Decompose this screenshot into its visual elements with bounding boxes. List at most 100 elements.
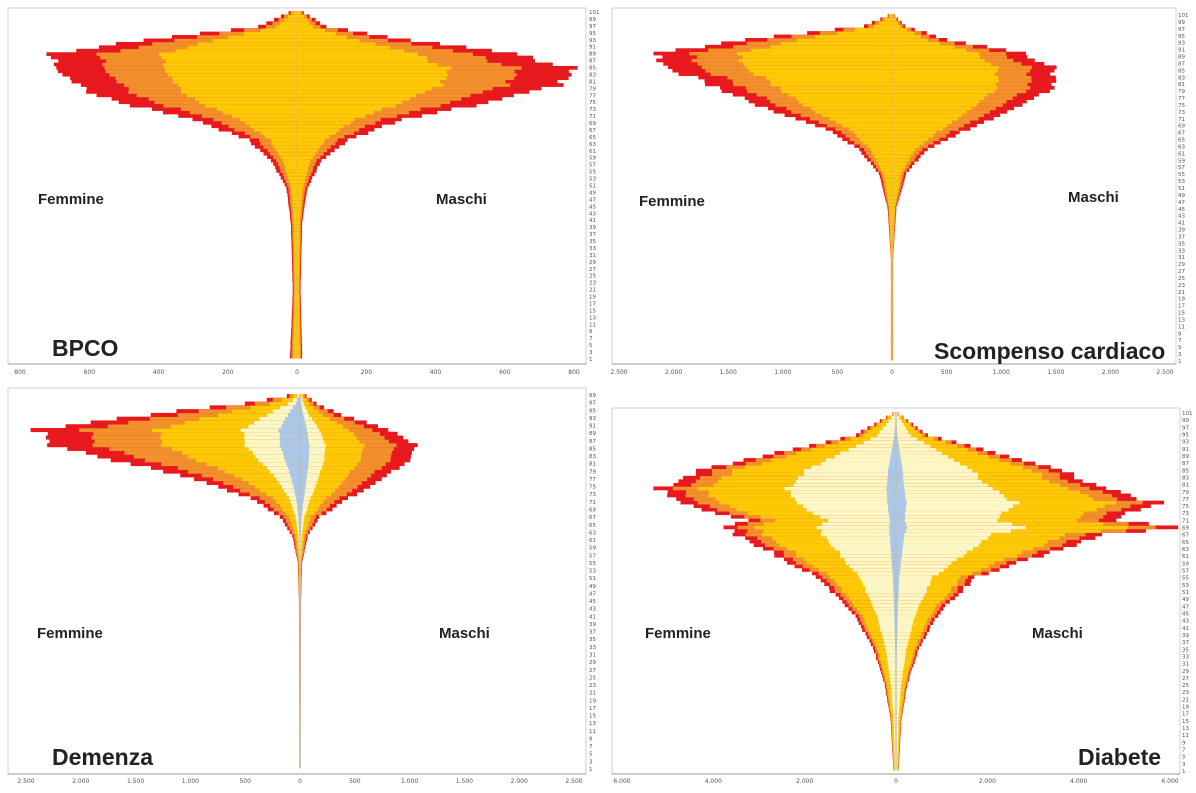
bar-male-age-70-level-4 [896, 521, 1013, 526]
bar-male-age-38-level-4 [896, 635, 910, 640]
bar-female-age-33-level-3 [890, 246, 892, 251]
age-tick-label: 77 [1182, 497, 1189, 503]
bar-male-age-55-level-5 [896, 575, 900, 579]
bar-male-age-81-level-4 [896, 482, 989, 487]
bar-female-age-80-level-4 [267, 465, 300, 470]
bar-female-age-93-level-4 [863, 440, 896, 445]
age-tick-label: 7 [589, 336, 593, 342]
bar-female-age-17-level-4 [892, 709, 896, 714]
age-tick-label: 85 [589, 446, 596, 452]
bar-female-age-65-level-4 [296, 522, 300, 527]
bar-female-age-43-level-3 [292, 210, 297, 215]
bar-male-age-84-level-3 [892, 72, 995, 76]
bar-female-age-66-level-3 [261, 131, 297, 135]
pyramid-bars [46, 11, 578, 359]
bar-male-age-67-level-3 [297, 127, 340, 132]
age-tick-label: 9 [1182, 740, 1186, 746]
bar-female-age-54-level-5 [892, 578, 896, 583]
bar-female-age-51-level-4 [865, 589, 896, 594]
bar-male-age-27-level-4 [896, 674, 903, 679]
bar-male-age-9-level-4 [896, 738, 898, 742]
bar-male-age-74-level-3 [297, 103, 396, 108]
bar-male-age-78-level-3 [892, 92, 988, 97]
bar-male-age-59-level-3 [297, 155, 314, 160]
bar-female-age-91-level-3 [188, 45, 297, 50]
bar-female-age-50-level-5 [893, 592, 896, 597]
bar-male-age-22-level-3 [892, 284, 893, 289]
bar-female-age-82-level-3 [770, 79, 892, 83]
bar-female-age-96-level-3 [260, 28, 297, 32]
bar-male-age-97-level-3 [892, 27, 907, 32]
bar-female-age-75-level-4 [282, 484, 300, 489]
bar-male-age-30-level-3 [892, 257, 893, 261]
bar-male-age-24-level-4 [896, 684, 902, 689]
age-tick-label: 99 [1182, 418, 1189, 424]
bar-male-age-62-level-4 [300, 533, 302, 538]
bar-male-age-96-level-3 [892, 31, 915, 35]
bar-male-age-86-level-5 [300, 443, 310, 448]
bar-female-age-41-level-4 [879, 624, 896, 629]
bar-female-age-26-level-3 [891, 270, 892, 275]
age-tick-label: 65 [1178, 138, 1185, 144]
x-tick-label: 0 [890, 369, 894, 376]
bar-male-age-46-level-5 [896, 606, 898, 611]
bar-female-age-66-level-5 [298, 518, 300, 523]
age-tick-label: 73 [589, 107, 596, 113]
bar-male-age-75-level-5 [300, 484, 306, 489]
bar-male-age-73-level-5 [896, 511, 906, 516]
bar-female-age-82-level-5 [284, 458, 300, 463]
age-tick-label: 25 [589, 675, 596, 681]
bar-male-age-99-level-4 [896, 419, 902, 423]
x-tick-label: 1.500 [456, 778, 473, 785]
bar-male-age-90-level-5 [896, 450, 900, 455]
bar-female-age-2-level-3 [891, 353, 892, 357]
bar-female-age-77-level-4 [276, 477, 300, 482]
bar-male-age-92-level-3 [297, 41, 376, 46]
bar-male-age-17-level-3 [892, 301, 893, 306]
bar-male-age-5-level-4 [896, 752, 898, 757]
x-tick-label: 1.000 [774, 369, 791, 376]
bar-female-age-2-level-4 [894, 762, 896, 767]
bar-male-age-47-level-3 [297, 196, 302, 201]
age-tick-label: 89 [589, 52, 596, 58]
bar-female-age-21-level-3 [891, 288, 892, 292]
bar-female-age-97-level-4 [287, 401, 300, 406]
bar-male-age-33-level-5 [896, 653, 897, 657]
bar-female-age-85-level-3 [749, 68, 892, 73]
bar-female-age-81-level-3 [770, 82, 892, 87]
bar-male-age-53-level-5 [896, 582, 899, 586]
bar-female-age-59-level-5 [891, 560, 896, 565]
bar-female-age-25-level-3 [294, 272, 297, 276]
bar-female-age-42-level-3 [293, 213, 297, 218]
bar-female-age-42-level-3 [889, 216, 892, 220]
bar-male-age-93-level-5 [300, 416, 305, 421]
bar-female-age-68-level-3 [285, 511, 300, 516]
age-tick-label: 59 [1182, 561, 1189, 567]
bar-male-age-68-level-3 [300, 511, 315, 516]
age-tick-label: 51 [589, 184, 596, 190]
age-tick-label: 27 [589, 267, 596, 273]
bar-male-age-61-level-3 [297, 148, 318, 153]
bar-male-age-92-level-3 [300, 420, 337, 425]
bar-female-age-83-level-4 [798, 475, 896, 480]
bar-male-age-64-level-4 [300, 526, 303, 531]
bar-female-age-3-level-3 [891, 349, 892, 354]
bar-female-age-95-level-3 [815, 34, 892, 39]
bar-female-age-17-level-3 [294, 299, 297, 304]
age-tick-label: 33 [589, 645, 596, 651]
bar-female-age-90-level-4 [240, 428, 300, 433]
bar-female-age-61-level-3 [276, 148, 297, 153]
age-tick-label: 39 [1182, 633, 1189, 639]
bar-female-age-80-level-3 [780, 85, 892, 90]
bar-male-age-66-level-4 [896, 536, 988, 540]
bar-female-age-68-level-5 [889, 528, 896, 533]
bar-female-age-48-level-3 [291, 193, 297, 197]
bar-female-age-82-level-4 [258, 458, 300, 463]
bar-female-age-78-level-3 [234, 473, 300, 478]
bar-female-age-24-level-3 [294, 275, 297, 280]
bar-female-age-52-level-3 [289, 179, 297, 184]
bar-female-age-40-level-5 [894, 628, 896, 633]
bar-male-age-53-level-3 [892, 178, 901, 183]
bar-female-age-27-level-3 [294, 265, 297, 269]
bar-female-age-49-level-4 [869, 596, 896, 601]
